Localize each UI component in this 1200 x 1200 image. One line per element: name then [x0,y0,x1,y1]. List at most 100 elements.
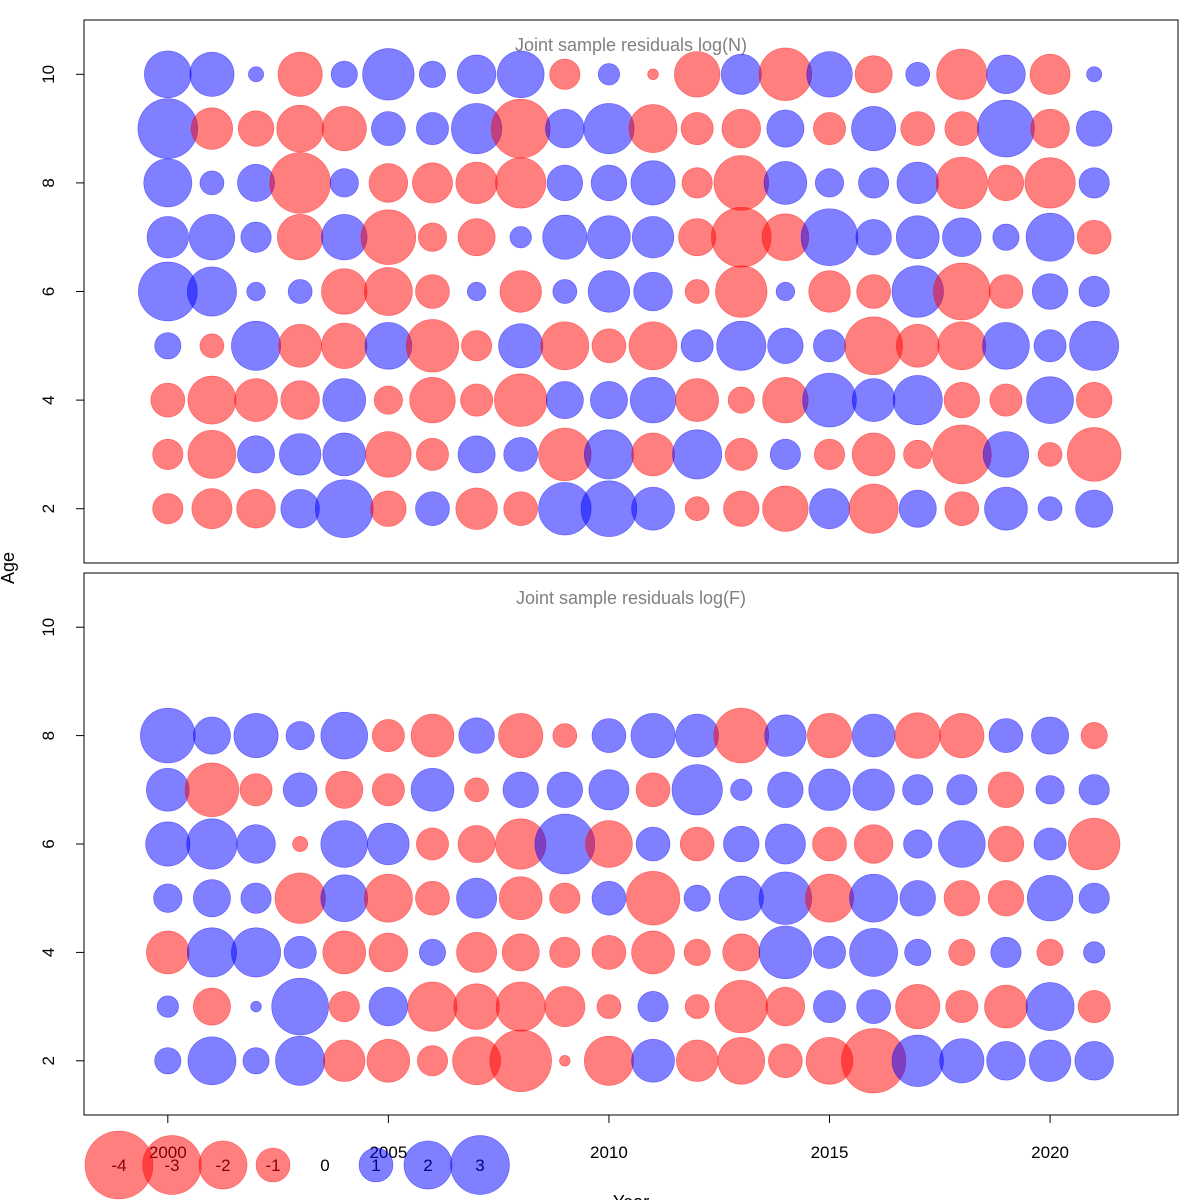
bubble-age3-2013 [714,979,768,1034]
bubble-age3-2021 [1077,990,1111,1024]
bubble-age8-2018 [935,156,988,209]
bubble-age5-2003 [278,323,322,368]
bubble-age5-2005 [364,873,413,923]
bubble-age2-2018 [944,491,980,527]
bubble-age7-2002 [240,221,272,253]
bubble-age4-2009 [549,936,581,968]
bubble-age7-2001 [184,762,240,817]
panel-title: Joint sample residuals log(F) [516,588,746,608]
bubble-age4-2015 [813,935,846,969]
bubble-age10-2015 [806,51,853,98]
bubble-age5-2017 [899,880,936,917]
bubble-age6-2012 [684,279,710,304]
bubble-age5-2020 [1033,329,1067,363]
bubble-age2-2004 [323,1039,366,1082]
bubble-age4-2019 [990,936,1022,968]
bubble-age8-2012 [681,167,713,199]
bubble-age4-2002 [231,927,281,978]
bubble-age6-2013 [715,265,768,318]
bubble-age8-2007 [458,717,495,754]
bubble-age6-2020 [1033,827,1067,861]
bubble-age4-2017 [892,375,943,426]
bubble-age3-2009 [544,986,586,1028]
bubble-age3-2014 [765,986,806,1027]
bubble-age6-2008 [499,270,542,313]
bubble-age8-2016 [851,713,896,758]
bubble-age2-2019 [984,486,1028,531]
bubble-age4-2015 [802,372,857,428]
bubble-age3-2010 [596,994,622,1019]
legend-label: -3 [164,1156,179,1175]
legend-label: -1 [265,1156,280,1175]
bubble-age6-2016 [856,274,891,309]
y-tick-label: 8 [39,178,58,187]
bubble-age5-2016 [844,316,903,376]
bubble-age4-2000 [150,382,186,418]
bubble-age8-2001 [193,716,231,755]
bubble-age8-2004 [329,168,359,198]
bubble-age4-2008 [501,933,540,972]
bubble-age7-2011 [635,772,671,808]
y-tick-label: 6 [39,839,58,848]
bubble-age8-2017 [894,712,941,759]
bubble-age6-2005 [367,822,410,866]
bubble-age9-2001 [190,107,234,150]
bubble-age6-2003 [292,836,309,852]
bubble-age8-2014 [764,714,807,757]
bubble-age8-2009 [552,723,578,748]
bubble-age8-2011 [630,713,676,759]
bubble-age2-2010 [580,480,638,537]
bubble-age5-2011 [625,871,681,926]
x-tick-label: 2020 [1031,1143,1069,1162]
bubble-age6-2013 [723,825,760,863]
bubble-age4-2011 [631,930,675,975]
bubble-age4-2004 [322,378,367,422]
bubble-age2-2001 [187,1036,237,1086]
y-tick-label: 10 [39,65,58,84]
bubble-age7-2007 [464,777,489,803]
bubble-age8-2008 [498,713,544,759]
bubble-age2-2017 [898,489,937,528]
bubble-age5-2012 [683,884,711,912]
bubble-age4-2009 [545,381,584,420]
bubble-age7-2015 [800,208,859,266]
bubble-age8-2013 [713,707,769,764]
bubble-age7-2005 [360,209,417,265]
y-tick-label: 4 [39,395,58,404]
bubble-age2-2008 [503,491,539,527]
bubble-age3-2000 [156,995,179,1018]
bubble-age2-2006 [415,491,450,527]
bubble-age2-2021 [1075,489,1114,528]
bubble-age4-2006 [409,376,456,424]
bubble-age7-2002 [239,773,273,807]
bubble-age6-2002 [236,824,276,864]
bubble-age5-2015 [813,329,846,363]
y-tick-label: 10 [39,618,58,637]
legend-bubble [450,1135,510,1195]
bubble-age4-2003 [280,380,320,420]
bubble-age3-2015 [813,990,846,1024]
bubble-age9-2010 [583,103,635,155]
bubble-age6-2011 [633,271,673,312]
bubble-age4-2018 [943,381,980,419]
bubble-age5-2009 [540,321,590,371]
bubble-age4-2021 [1076,381,1113,419]
bubble-age4-2010 [590,381,628,420]
bubble-age10-2017 [905,61,931,87]
bubble-age5-2001 [193,879,231,918]
legend-bubble [198,1140,248,1190]
bubble-age8-2014 [763,161,808,205]
bubble-age4-2018 [948,938,976,966]
bubble-age8-2018 [939,713,985,759]
bubble-age4-2002 [234,378,278,422]
bubble-age2-2019 [986,1041,1026,1081]
bubble-age5-2009 [549,882,581,914]
bubble-age10-2000 [144,50,192,99]
bubble-age8-2010 [591,718,627,753]
y-axis-title: Age [0,552,18,584]
bubble-age6-2019 [987,825,1025,863]
bubble-age4-2014 [758,925,813,980]
bubble-age2-2017 [891,1034,944,1087]
bubble-age3-2018 [932,424,992,485]
bubble-age9-2020 [1030,108,1070,149]
